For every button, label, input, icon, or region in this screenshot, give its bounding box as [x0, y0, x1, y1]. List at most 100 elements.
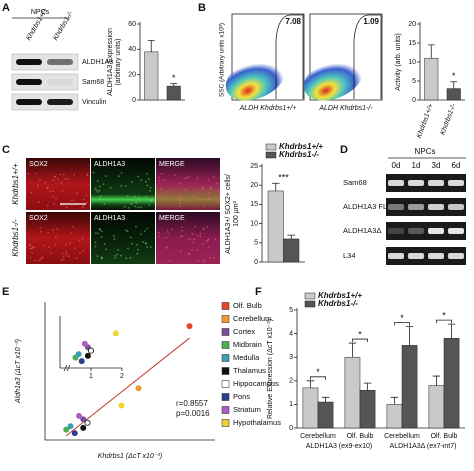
cell-speck	[99, 185, 101, 188]
cell-speck	[145, 242, 148, 245]
cell-speck	[30, 191, 33, 194]
cell-speck	[191, 233, 194, 235]
error-bar	[306, 380, 315, 388]
gel-band	[408, 180, 424, 186]
inset-point	[84, 352, 91, 359]
cell-speck	[149, 246, 152, 249]
cell-speck	[27, 172, 29, 175]
y-axis-label: Activity (arb. units)	[395, 33, 402, 91]
cell-speck	[204, 260, 206, 263]
cell-speck	[39, 258, 42, 261]
cell-speck	[196, 234, 199, 237]
cell-speck	[120, 172, 123, 174]
cell-speck	[50, 252, 52, 255]
inset-point	[78, 358, 85, 365]
cell-speck	[168, 260, 171, 262]
cell-speck	[59, 173, 62, 176]
row-label: Khdrbs1-/-	[11, 219, 20, 257]
error-bar	[321, 396, 330, 403]
cell-speck	[56, 177, 59, 180]
cell-speck	[181, 235, 184, 238]
cell-speck	[114, 254, 117, 257]
cell-speck	[167, 232, 170, 235]
cell-speck	[127, 247, 129, 250]
cell-speck	[201, 188, 203, 191]
cell-speck	[183, 177, 186, 180]
blot-band	[16, 59, 42, 65]
cell-speck	[179, 196, 182, 199]
error-bar	[271, 182, 280, 191]
cell-speck	[42, 244, 45, 247]
inset-point	[112, 330, 119, 337]
error-bar	[447, 323, 456, 339]
cell-speck	[65, 243, 68, 246]
significance: *	[358, 329, 362, 339]
y-tick-label: 60	[128, 21, 136, 28]
legend-swatch	[221, 367, 230, 375]
legend-swatch	[221, 393, 230, 401]
y-tick-label: 20	[408, 21, 416, 28]
cell-speck	[96, 191, 99, 193]
cell-speck	[105, 248, 108, 251]
cell-speck	[99, 195, 102, 198]
x-tick-label: Cerebellum	[384, 433, 420, 440]
panel-label: F	[255, 286, 262, 298]
cell-speck	[52, 195, 55, 198]
channel-label: SOX2	[29, 215, 48, 222]
legend-label: Khdrbs1+/+	[318, 291, 362, 300]
significance: *	[452, 71, 456, 81]
legend-label: Hippocampus	[233, 379, 279, 388]
cell-speck	[47, 246, 50, 249]
legend-swatch	[221, 315, 230, 323]
inset-point	[88, 347, 95, 354]
y-tick-label: 15	[408, 40, 416, 47]
panel-label: E	[2, 286, 9, 298]
panel-label: C	[2, 144, 10, 156]
cell-speck	[65, 206, 68, 208]
gel-band	[408, 228, 424, 234]
cell-speck	[202, 186, 204, 189]
gel-band	[428, 180, 444, 186]
legend-label: Cerebellum	[233, 314, 271, 323]
error-bar	[348, 342, 357, 358]
cell-speck	[75, 257, 78, 260]
gel-band	[428, 228, 444, 234]
cell-speck	[201, 259, 204, 262]
band-label: ALDH1A3	[82, 59, 113, 66]
y-tick-label: 5	[412, 78, 416, 85]
cell-speck	[136, 243, 138, 246]
cell-speck	[145, 196, 148, 199]
cell-speck	[207, 198, 210, 201]
blot-band	[47, 59, 73, 65]
cell-speck	[73, 173, 75, 176]
cell-speck	[216, 201, 219, 204]
cell-speck	[29, 244, 32, 247]
significance: *	[316, 367, 320, 377]
cell-speck	[135, 201, 138, 204]
legend-label: Khdrbs1-/-	[279, 150, 319, 159]
cell-speck	[114, 257, 117, 259]
cell-speck	[146, 172, 148, 175]
y-tick-label: 10	[250, 220, 258, 227]
y-tick-label: 10	[408, 59, 416, 66]
bar	[267, 190, 284, 263]
lane-label: 6d	[452, 161, 461, 170]
legend-swatch	[221, 302, 230, 310]
flow-cloud	[225, 55, 287, 101]
flow-cloud	[303, 55, 365, 101]
cell-speck	[76, 192, 79, 195]
cell-speck	[178, 205, 181, 208]
annotation: p=0.0016	[176, 409, 210, 418]
cell-speck	[82, 198, 85, 201]
cell-speck	[46, 204, 49, 207]
point	[76, 412, 83, 419]
band-label: L34	[343, 251, 356, 260]
bar	[424, 57, 439, 101]
bar	[302, 387, 319, 429]
cell-speck	[208, 256, 211, 259]
cell-speck	[55, 197, 58, 200]
channel-label: SOX2	[29, 161, 48, 168]
cell-speck	[181, 226, 184, 229]
sig-bracket	[310, 376, 326, 380]
micrograph	[26, 158, 90, 210]
